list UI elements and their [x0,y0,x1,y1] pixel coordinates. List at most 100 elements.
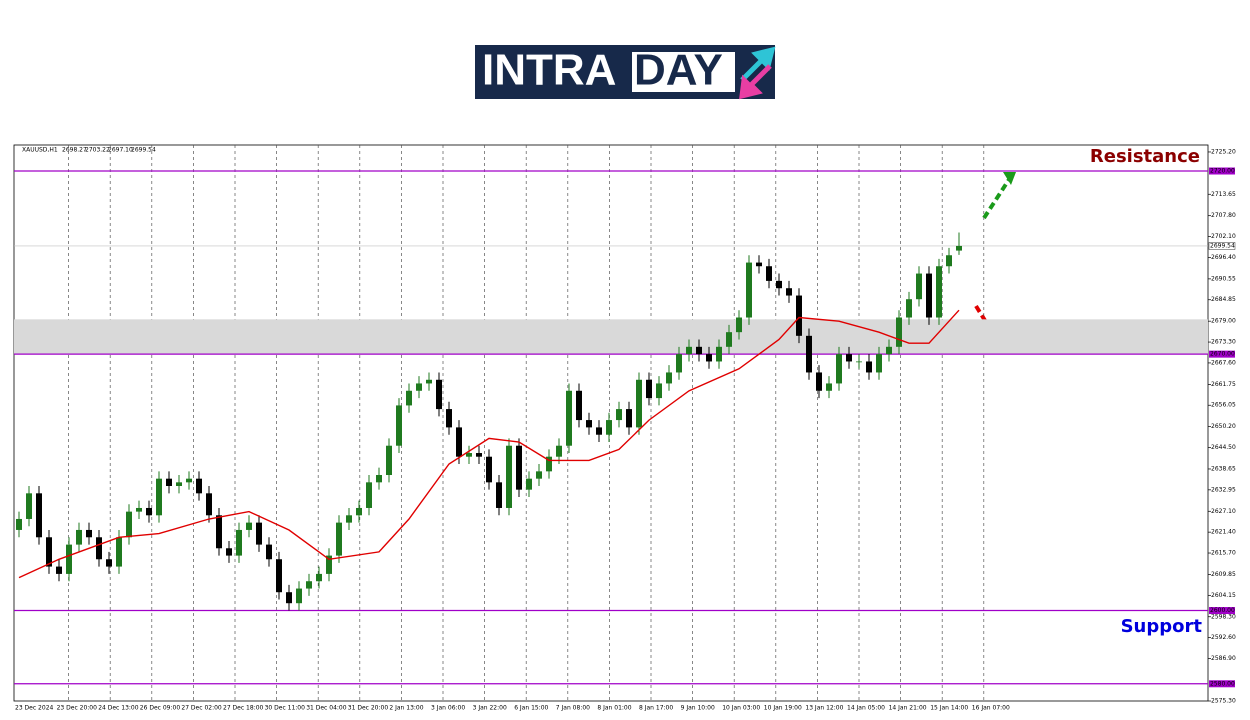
candle-body [766,266,772,281]
x-tick-label: 2 Jan 13:00 [389,705,423,712]
y-tick-label: 2609.85 [1211,571,1236,578]
level-label: 2670.00 [1210,351,1235,358]
x-tick-label: 13 Jan 12:00 [805,705,843,712]
x-tick-label: 10 Jan 03:00 [722,705,760,712]
candle-body [736,317,742,333]
x-tick-label: 14 Jan 05:00 [847,705,885,712]
candle-body [326,555,332,574]
candle-body [876,354,882,373]
candle-body [166,478,172,486]
y-tick-label: 2679.00 [1211,318,1236,325]
x-tick-label: 10 Jan 19:00 [764,705,802,712]
x-tick-label: 16 Jan 07:00 [972,705,1010,712]
candle-body [706,354,712,362]
candle-body [396,405,402,446]
candle-body [186,478,192,483]
y-tick-label: 2621.40 [1211,529,1236,536]
candle-body [86,529,92,538]
candle-body [496,482,502,508]
candle-body [126,511,132,538]
candle-body [686,346,692,355]
candle-body [776,280,782,289]
y-tick-label: 2575.30 [1211,698,1236,705]
candle-body [146,507,152,516]
y-tick-label: 2615.70 [1211,550,1236,557]
candle-body [346,515,352,523]
candle-body [406,390,412,406]
candle-body [696,346,702,355]
logo-arrow-up [740,46,776,82]
candle-body [436,379,442,410]
candle-body [356,507,362,516]
candle-body [586,420,592,428]
candle-body [116,537,122,567]
candle-body [786,288,792,296]
candle-body [716,346,722,362]
candle-body [526,478,532,490]
resistance-label: Resistance [1090,146,1200,167]
candle-body [796,295,802,336]
x-tick-label: 23 Dec 20:00 [57,705,98,712]
candle-body [946,255,952,267]
candle-body [656,383,662,399]
candle-body [376,475,382,483]
candle-body [156,478,162,516]
candle-body [906,299,912,318]
candle-body [196,478,202,494]
candle-body [556,445,562,457]
x-tick-label: 31 Dec 20:00 [348,705,389,712]
y-tick-label: 2656.05 [1211,402,1236,409]
x-tick-label: 8 Jan 01:00 [597,705,631,712]
candle-body [606,420,612,435]
candle-body [306,581,312,589]
candle-body [466,453,472,457]
candle-body [806,335,812,373]
candle-body [266,544,272,560]
candle-body [36,493,42,538]
y-tick-label: 2667.60 [1211,359,1236,366]
candle-body [836,354,842,384]
candle-body [506,445,512,508]
candle-body [816,372,822,391]
candle-body [286,592,292,604]
x-tick-label: 24 Dec 13:00 [98,705,139,712]
candle-body [76,529,82,545]
quote-value: 2703.22 [85,147,110,154]
candle-body [616,409,622,421]
y-tick-label: 2586.90 [1211,655,1236,662]
y-tick-label: 2702.10 [1211,233,1236,240]
x-tick-label: 26 Dec 09:00 [140,705,181,712]
level-label-box [1209,350,1235,358]
logo: INTRA DAY [475,45,776,100]
candle-body [96,537,102,560]
x-tick-label: 14 Jan 21:00 [889,705,927,712]
level-label-box [1209,680,1235,688]
quote-value: 2699.54 [131,147,156,154]
candle-body [566,390,572,446]
x-tick-label: 23 Dec 2024 [15,705,54,712]
level-label: 2699.54 [1210,242,1235,249]
x-tick-label: 27 Dec 02:00 [181,705,222,712]
candle-body [666,372,672,384]
candle-body [626,409,632,428]
x-tick-label: 6 Jan 15:00 [514,705,548,712]
x-tick-label: 3 Jan 22:00 [473,705,507,712]
candle-body [636,379,642,428]
candle-body [316,573,322,582]
plot-frame [13,144,1209,702]
candle-body [56,566,62,574]
candle-body [646,379,652,399]
y-tick-label: 2592.60 [1211,634,1236,641]
candle-body [536,471,542,479]
candle-body [246,522,252,530]
candle-body [846,354,852,362]
y-tick-label: 2644.50 [1211,444,1236,451]
y-tick-label: 2707.80 [1211,212,1236,219]
candle-body [916,273,922,300]
candle-body [366,482,372,508]
candle-body [956,245,962,251]
level-label-box [1208,242,1236,250]
logo-text: INTRA [482,46,616,95]
support-label: Support [1121,616,1203,637]
candle-body [756,262,762,267]
